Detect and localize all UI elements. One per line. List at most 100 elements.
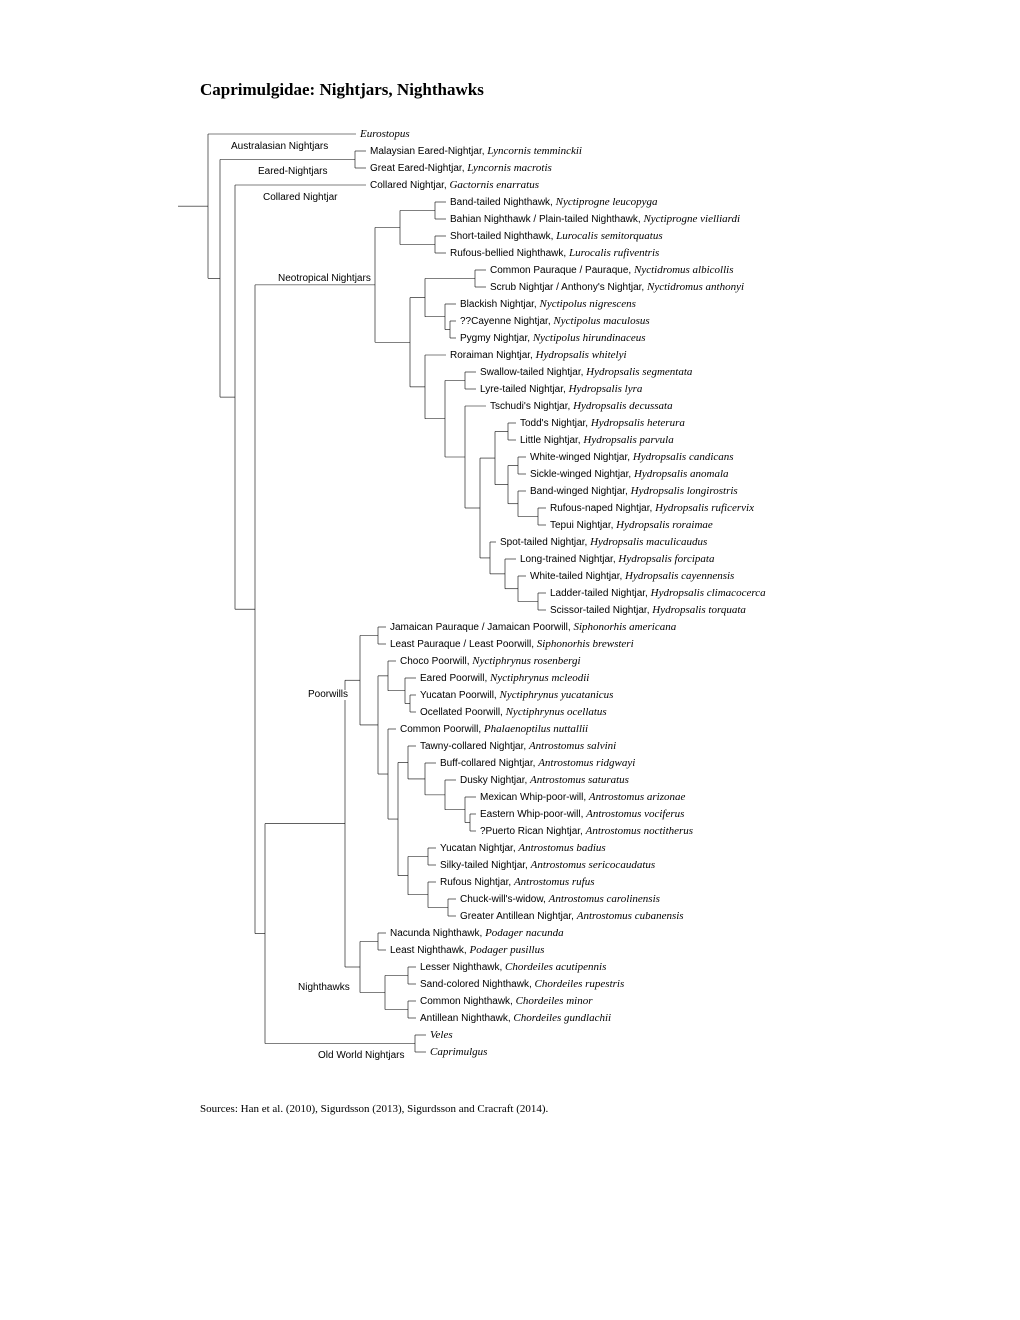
- common-name: Rufous-bellied Nighthawk,: [450, 248, 569, 259]
- taxon-leaf: Silky-tailed Nightjar, Antrostomus seric…: [440, 860, 655, 871]
- common-name: Least Nighthawk,: [390, 945, 470, 956]
- common-name: ?Puerto Rican Nightjar,: [480, 826, 586, 837]
- common-name: Collared Nightjar,: [370, 180, 449, 191]
- common-name: Common Nighthawk,: [420, 996, 516, 1007]
- taxon-leaf: White-tailed Nightjar, Hydropsalis cayen…: [530, 571, 734, 582]
- taxon-leaf: Ladder-tailed Nightjar, Hydropsalis clim…: [550, 588, 766, 599]
- scientific-name: Siphonorhis brewsteri: [537, 638, 634, 650]
- scientific-name: Nyctiphrynus rosenbergi: [472, 655, 580, 667]
- common-name: ??Cayenne Nightjar,: [460, 316, 553, 327]
- taxon-leaf: Sand-colored Nighthawk, Chordeiles rupes…: [420, 979, 624, 990]
- taxon-leaf: Band-winged Nightjar, Hydropsalis longir…: [530, 486, 738, 497]
- scientific-name: Nyctipolus hirundinaceus: [533, 332, 646, 344]
- common-name: Common Pauraque / Pauraque,: [490, 265, 634, 276]
- taxon-leaf: Sickle-winged Nightjar, Hydropsalis anom…: [530, 469, 729, 480]
- taxon-leaf: Malaysian Eared-Nightjar, Lyncornis temm…: [370, 146, 582, 157]
- common-name: Yucatan Poorwill,: [420, 690, 500, 701]
- common-name: Mexican Whip-poor-will,: [480, 792, 589, 803]
- taxon-leaf: Caprimulgus: [430, 1047, 487, 1058]
- common-name: Chuck-will's-widow,: [460, 894, 549, 905]
- scientific-name: Hydropsalis whitelyi: [536, 349, 627, 361]
- common-name: Rufous-naped Nightjar,: [550, 503, 655, 514]
- common-name: Long-trained Nightjar,: [520, 554, 618, 565]
- taxon-leaf: Yucatan Nightjar, Antrostomus badius: [440, 843, 606, 854]
- scientific-name: Lurocalis rufiventris: [569, 247, 659, 259]
- taxon-leaf: Common Nighthawk, Chordeiles minor: [420, 996, 593, 1007]
- scientific-name: Nyctiprogne vielliardi: [643, 213, 740, 225]
- sources-citation: Sources: Han et al. (2010), Sigurdsson (…: [200, 1103, 980, 1115]
- taxon-leaf: Roraiman Nightjar, Hydropsalis whitelyi: [450, 350, 627, 361]
- taxon-leaf: Rufous-bellied Nighthawk, Lurocalis rufi…: [450, 248, 659, 259]
- scientific-name: Podager pusillus: [470, 944, 545, 956]
- taxon-leaf: Nacunda Nighthawk, Podager nacunda: [390, 928, 564, 939]
- scientific-name: Gactornis enarratus: [449, 179, 539, 191]
- scientific-name: Chordeiles minor: [516, 995, 593, 1007]
- common-name: Scrub Nightjar / Anthony's Nightjar,: [490, 282, 647, 293]
- common-name: Todd's Nightjar,: [520, 418, 591, 429]
- scientific-name: Hydropsalis forcipata: [618, 553, 714, 565]
- scientific-name: Hydropsalis lyra: [569, 383, 643, 395]
- scientific-name: Hydropsalis decussata: [573, 400, 673, 412]
- common-name: Rufous Nightjar,: [440, 877, 514, 888]
- common-name: Little Nightjar,: [520, 435, 583, 446]
- taxon-leaf: Lyre-tailed Nightjar, Hydropsalis lyra: [480, 384, 642, 395]
- clade-label: Neotropical Nightjars: [275, 274, 374, 284]
- common-name: Least Pauraque / Least Poorwill,: [390, 639, 537, 650]
- taxon-leaf: Chuck-will's-widow, Antrostomus caroline…: [460, 894, 660, 905]
- scientific-name: Lyncornis macrotis: [467, 162, 552, 174]
- scientific-name: Veles: [430, 1029, 453, 1041]
- taxon-leaf: Spot-tailed Nightjar, Hydropsalis maculi…: [500, 537, 707, 548]
- taxon-leaf: Eared Poorwill, Nyctiphrynus mcleodii: [420, 673, 589, 684]
- common-name: White-winged Nightjar,: [530, 452, 633, 463]
- taxon-leaf: Lesser Nighthawk, Chordeiles acutipennis: [420, 962, 606, 973]
- common-name: Ocellated Poorwill,: [420, 707, 506, 718]
- common-name: Nacunda Nighthawk,: [390, 928, 485, 939]
- taxon-leaf: Great Eared-Nightjar, Lyncornis macrotis: [370, 163, 552, 174]
- taxon-leaf: Dusky Nightjar, Antrostomus saturatus: [460, 775, 629, 786]
- clade-label: Collared Nightjar: [260, 193, 340, 203]
- scientific-name: Antrostomus ridgwayi: [538, 757, 635, 769]
- scientific-name: Hydropsalis maculicaudus: [590, 536, 707, 548]
- scientific-name: Hydropsalis climacocerca: [651, 587, 766, 599]
- phylogeny-diagram: Eurostopus Malaysian Eared-Nightjar, Lync…: [200, 128, 980, 1083]
- taxon-leaf: Buff-collared Nightjar, Antrostomus ridg…: [440, 758, 635, 769]
- common-name: Sickle-winged Nightjar,: [530, 469, 634, 480]
- scientific-name: Hydropsalis anomala: [634, 468, 729, 480]
- scientific-name: Antrostomus badius: [518, 842, 605, 854]
- common-name: Malaysian Eared-Nightjar,: [370, 146, 487, 157]
- scientific-name: Antrostomus vociferus: [586, 808, 684, 820]
- taxon-leaf: Rufous Nightjar, Antrostomus rufus: [440, 877, 595, 888]
- scientific-name: Caprimulgus: [430, 1046, 487, 1058]
- common-name: Band-winged Nightjar,: [530, 486, 631, 497]
- scientific-name: Antrostomus sericocaudatus: [531, 859, 656, 871]
- common-name: Jamaican Pauraque / Jamaican Poorwill,: [390, 622, 573, 633]
- clade-label: Nighthawks: [295, 983, 353, 993]
- common-name: Spot-tailed Nightjar,: [500, 537, 590, 548]
- scientific-name: Hydropsalis candicans: [633, 451, 734, 463]
- common-name: Common Poorwill,: [400, 724, 484, 735]
- taxon-leaf: Rufous-naped Nightjar, Hydropsalis rufic…: [550, 503, 754, 514]
- scientific-name: Chordeiles acutipennis: [505, 961, 606, 973]
- taxon-leaf: Tepui Nightjar, Hydropsalis roraimae: [550, 520, 713, 531]
- common-name: Ladder-tailed Nightjar,: [550, 588, 651, 599]
- common-name: White-tailed Nightjar,: [530, 571, 625, 582]
- common-name: Great Eared-Nightjar,: [370, 163, 467, 174]
- taxon-leaf: Antillean Nighthawk, Chordeiles gundlach…: [420, 1013, 611, 1024]
- scientific-name: Chordeiles rupestris: [535, 978, 625, 990]
- taxon-leaf: Little Nightjar, Hydropsalis parvula: [520, 435, 674, 446]
- scientific-name: Nyctiphrynus ocellatus: [506, 706, 607, 718]
- scientific-name: Nyctiprogne leucopyga: [556, 196, 658, 208]
- taxon-leaf: Eurostopus: [360, 129, 410, 140]
- page-title: Caprimulgidae: Nightjars, Nighthawks: [200, 80, 980, 100]
- common-name: Dusky Nightjar,: [460, 775, 530, 786]
- common-name: Antillean Nighthawk,: [420, 1013, 513, 1024]
- taxon-leaf: Bahian Nighthawk / Plain-tailed Nighthaw…: [450, 214, 740, 225]
- scientific-name: Antrostomus noctitherus: [586, 825, 693, 837]
- taxon-leaf: Yucatan Poorwill, Nyctiphrynus yucatanic…: [420, 690, 613, 701]
- scientific-name: Antrostomus cubanensis: [577, 910, 684, 922]
- taxon-leaf: Least Nighthawk, Podager pusillus: [390, 945, 544, 956]
- taxon-leaf: Collared Nightjar, Gactornis enarratus: [370, 180, 539, 191]
- taxon-leaf: Tschudi's Nightjar, Hydropsalis decussat…: [490, 401, 673, 412]
- common-name: Greater Antillean Nightjar,: [460, 911, 577, 922]
- taxon-leaf: White-winged Nightjar, Hydropsalis candi…: [530, 452, 734, 463]
